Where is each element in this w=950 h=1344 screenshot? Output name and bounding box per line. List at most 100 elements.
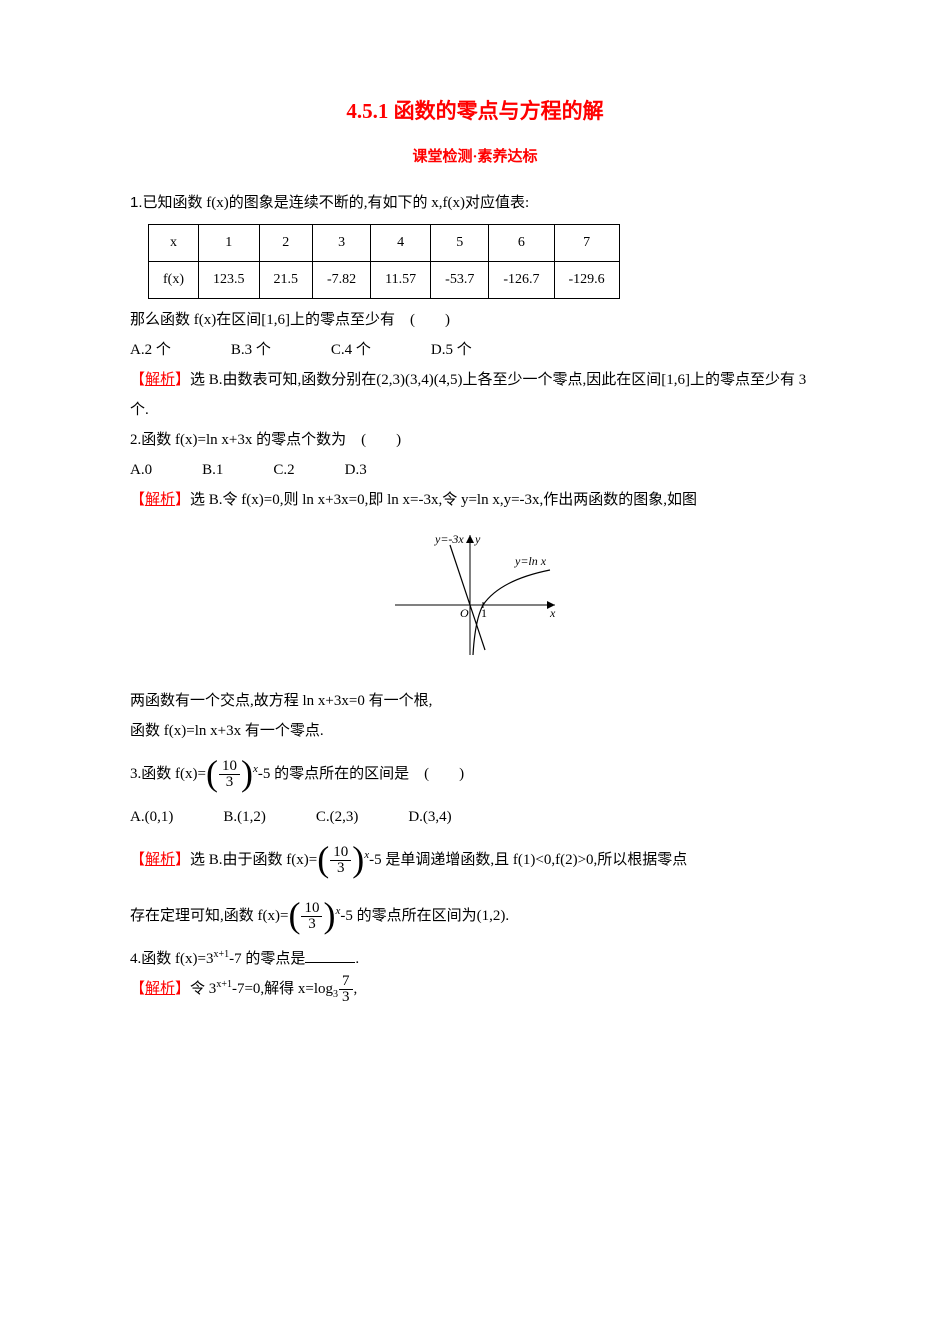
frac-num: 10 xyxy=(219,759,240,775)
q2-after-graph-2: 函数 f(x)=ln x+3x 有一个零点. xyxy=(130,716,820,746)
fraction: 103 xyxy=(330,845,351,876)
table-cell: 3 xyxy=(313,225,371,262)
frac-den: 3 xyxy=(301,917,322,932)
analysis-bracket-open: 【 xyxy=(130,492,145,508)
page-subtitle: 课堂检测·素养达标 xyxy=(130,142,820,172)
q2-after-graph-1: 两函数有一个交点,故方程 ln x+3x=0 有一个根, xyxy=(130,686,820,716)
q2-analysis: 【解析】选 B.令 f(x)=0,则 ln x+3x=0,即 ln x=-3x,… xyxy=(130,485,820,515)
q1-table: x 1 2 3 4 5 6 7 f(x) 123.5 21.5 -7.82 11… xyxy=(148,224,620,299)
graph-label-x: x xyxy=(549,606,556,620)
table-cell: 11.57 xyxy=(371,262,431,299)
q3-option-a: A.(0,1) xyxy=(130,802,173,832)
analysis-bracket-close: 】 xyxy=(175,492,190,508)
q4-analysis: 【解析】令 3x+1-7=0,解得 x=log373, xyxy=(130,974,820,1005)
q3-prompt-pre: 3.函数 f(x)= xyxy=(130,766,206,782)
q2-prompt: 2.函数 f(x)=ln x+3x 的零点个数为 ( ) xyxy=(130,425,820,455)
graph-label-origin: O xyxy=(460,606,469,620)
q2-options: A.0 B.1 C.2 D.3 xyxy=(130,455,820,485)
q3-prompt: 3.函数 f(x)=(103)x-5 的零点所在的区间是 ( ) xyxy=(130,758,820,790)
q3-prompt-post: -5 的零点所在的区间是 ( ) xyxy=(258,766,464,782)
fraction: 73 xyxy=(339,974,353,1005)
q3-option-d: D.(3,4) xyxy=(408,802,451,832)
frac-den: 3 xyxy=(330,861,351,876)
analysis-bracket-open: 【 xyxy=(130,852,145,868)
frac-num: 7 xyxy=(339,974,353,990)
analysis-label: 解析 xyxy=(145,852,175,868)
q4-prompt-post: -7 的零点是 xyxy=(229,951,305,967)
q3-options: A.(0,1) B.(1,2) C.(2,3) D.(3,4) xyxy=(130,802,820,832)
table-cell: 1 xyxy=(199,225,260,262)
table-cell: 6 xyxy=(489,225,554,262)
analysis-bracket-close: 】 xyxy=(175,981,190,997)
graph-label-curve: y=ln x xyxy=(514,554,547,568)
q1-options: A.2 个 B.3 个 C.4 个 D.5 个 xyxy=(130,335,820,365)
q2-analysis-text: 选 B.令 f(x)=0,则 ln x+3x=0,即 ln x=-3x,令 y=… xyxy=(190,492,697,508)
q3-option-c: C.(2,3) xyxy=(316,802,359,832)
q1-option-b: B.3 个 xyxy=(231,335,271,365)
table-cell: 123.5 xyxy=(199,262,260,299)
q1-option-d: D.5 个 xyxy=(431,335,472,365)
table-cell: 4 xyxy=(371,225,431,262)
graph-label-line: y=-3x xyxy=(434,532,464,546)
analysis-label: 解析 xyxy=(145,492,175,508)
frac-den: 3 xyxy=(219,775,240,790)
table-cell: -53.7 xyxy=(431,262,489,299)
frac-num: 10 xyxy=(301,901,322,917)
log-base: 3 xyxy=(333,989,338,1000)
analysis-bracket-open: 【 xyxy=(130,372,145,388)
q1-prompt: 1.已知函数 f(x)的图象是连续不断的,有如下的 x,f(x)对应值表: xyxy=(130,188,820,218)
table-row: f(x) 123.5 21.5 -7.82 11.57 -53.7 -126.7… xyxy=(149,262,620,299)
q2-option-a: A.0 xyxy=(130,455,152,485)
q4-analysis-end: , xyxy=(354,981,358,997)
q1-option-a: A.2 个 xyxy=(130,335,171,365)
analysis-bracket-close: 】 xyxy=(175,852,190,868)
q2-option-d: D.3 xyxy=(345,455,367,485)
q4-analysis-mid: -7=0,解得 x=log xyxy=(232,981,333,997)
q2-option-b: B.1 xyxy=(202,455,223,485)
exponent: x+1 xyxy=(213,949,229,960)
q3-analysis-pre: 选 B.由于函数 f(x)= xyxy=(190,852,317,868)
q3-analysis-mid: -5 是单调递增函数,且 f(1)<0,f(2)>0,所以根据零点 xyxy=(369,852,687,868)
exponent: x+1 xyxy=(216,979,232,990)
q3-analysis-1: 【解析】选 B.由于函数 f(x)=(103)x-5 是单调递增函数,且 f(1… xyxy=(130,844,820,876)
q1-text: 已知函数 f(x)的图象是连续不断的,有如下的 x,f(x)对应值表: xyxy=(143,195,530,211)
analysis-bracket-close: 】 xyxy=(175,372,190,388)
q1-option-c: C.4 个 xyxy=(331,335,371,365)
q1-after-table: 那么函数 f(x)在区间[1,6]上的零点至少有 ( ) xyxy=(130,305,820,335)
table-cell: 21.5 xyxy=(259,262,313,299)
page-title: 4.5.1 函数的零点与方程的解 xyxy=(130,90,820,132)
q3-analysis-2: 存在定理可知,函数 f(x)=(103)x-5 的零点所在区间为(1,2). xyxy=(130,900,820,932)
table-cell: x xyxy=(149,225,199,262)
function-graph-icon: y=-3x y y=ln x O 1 x xyxy=(375,525,575,665)
fraction: 103 xyxy=(219,759,240,790)
table-cell: 2 xyxy=(259,225,313,262)
q1-analysis-text: 选 B.由数表可知,函数分别在(2,3)(3,4)(4,5)上各至少一个零点,因… xyxy=(130,372,806,418)
q4-prompt: 4.函数 f(x)=3x+1-7 的零点是. xyxy=(130,944,820,974)
q2-graph: y=-3x y y=ln x O 1 x xyxy=(130,525,820,676)
frac-num: 10 xyxy=(330,845,351,861)
q4-prompt-pre: 4.函数 f(x)=3 xyxy=(130,951,213,967)
q3-analysis2-pre: 存在定理可知,函数 f(x)= xyxy=(130,908,288,924)
table-cell: -129.6 xyxy=(554,262,619,299)
frac-den: 3 xyxy=(339,990,353,1005)
table-row: x 1 2 3 4 5 6 7 xyxy=(149,225,620,262)
q4-prompt-end: . xyxy=(355,951,359,967)
graph-label-y: y xyxy=(474,532,481,546)
table-cell: 5 xyxy=(431,225,489,262)
table-cell: -7.82 xyxy=(313,262,371,299)
fraction: 103 xyxy=(301,901,322,932)
table-cell: f(x) xyxy=(149,262,199,299)
q1-number: 1. xyxy=(130,194,143,211)
analysis-bracket-open: 【 xyxy=(130,981,145,997)
q4-analysis-pre: 令 3 xyxy=(190,981,216,997)
table-cell: 7 xyxy=(554,225,619,262)
q2-option-c: C.2 xyxy=(273,455,294,485)
analysis-label: 解析 xyxy=(145,981,175,997)
q3-option-b: B.(1,2) xyxy=(223,802,266,832)
q1-analysis: 【解析】选 B.由数表可知,函数分别在(2,3)(3,4)(4,5)上各至少一个… xyxy=(130,365,820,425)
analysis-label: 解析 xyxy=(145,372,175,388)
graph-label-one: 1 xyxy=(481,606,487,620)
q3-analysis2-post: -5 的零点所在区间为(1,2). xyxy=(340,908,509,924)
blank-line xyxy=(305,948,355,963)
table-cell: -126.7 xyxy=(489,262,554,299)
